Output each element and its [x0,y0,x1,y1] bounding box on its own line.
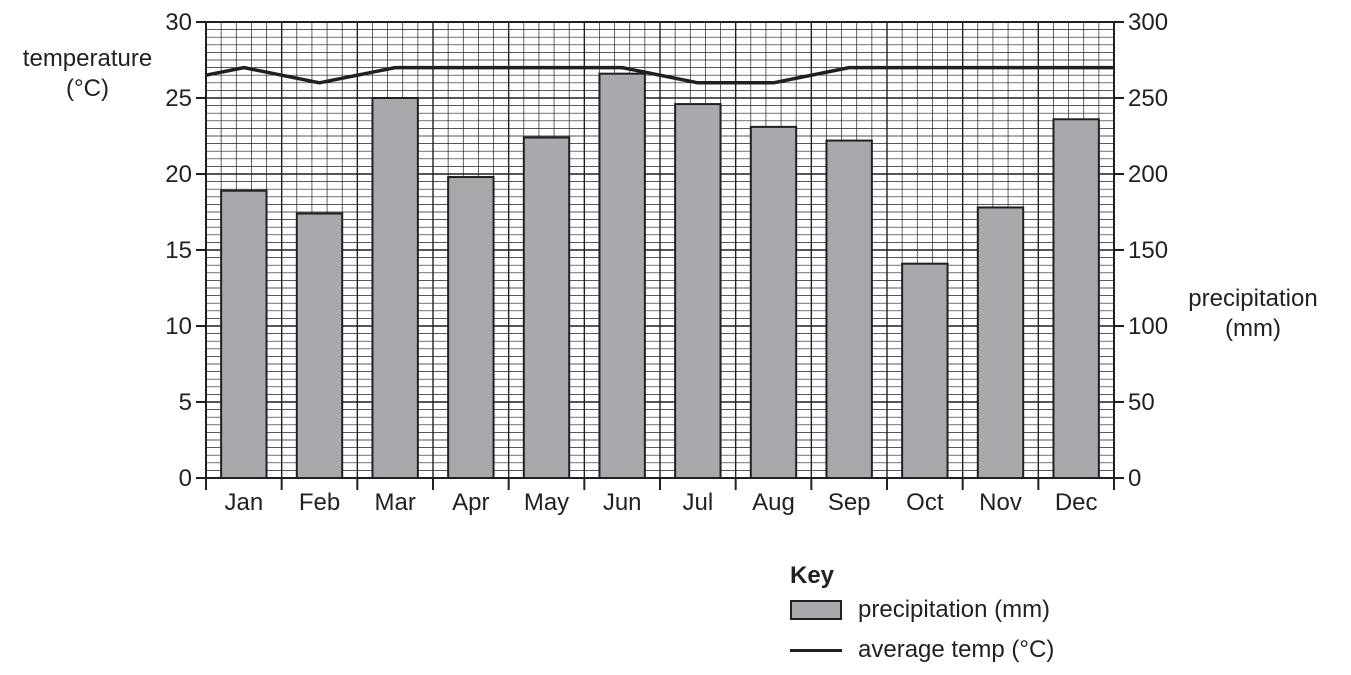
legend-label-temperature: average temp (°C) [858,636,1055,663]
chart-legend: Key precipitation (mm) average temp (°C) [790,562,1054,670]
x-tick-label-mar: Mar [374,489,415,516]
legend-swatch-bar [790,600,842,620]
y-left-tick-label: 25 [165,85,192,112]
y-right-tick-label: 0 [1128,465,1141,492]
x-tick-label-nov: Nov [979,489,1022,516]
bar-apr [447,176,495,479]
bar-sep [825,139,873,479]
y-left-tick-label: 0 [179,465,192,492]
y-right-tick-label: 200 [1128,161,1168,188]
legend-title: Key [790,562,835,589]
x-tick-label-oct: Oct [906,489,944,516]
bar-dec [1052,118,1100,479]
temperature-line [205,65,1114,85]
x-tick-label-aug: Aug [752,489,795,516]
x-tick-label-jul: Jul [682,489,713,516]
bar-aug [749,125,798,479]
x-tick-label-may: May [524,489,569,516]
bar-jun [598,72,646,480]
y-right-tick-label: 50 [1128,389,1155,416]
y-left-tick-label: 15 [165,237,192,264]
legend-label-precipitation: precipitation (mm) [858,596,1051,623]
legend-item-precipitation: precipitation (mm) [790,590,1054,630]
x-tick-label-dec: Dec [1055,489,1098,516]
y-axis-left-title-line1: temperature [22,45,153,72]
y-right-tick-label: 300 [1128,9,1168,36]
bar-jan [220,189,268,479]
y-left-tick-label: 10 [165,313,192,340]
y-left-tick-label: 30 [165,9,192,36]
bar-jul [674,103,722,480]
y-axis-left-title: temperature (°C) [0,44,175,104]
bar-mar [371,97,419,479]
precipitation-bars [220,72,1100,480]
x-tick-label-jan: Jan [224,489,263,516]
y-left-tick-label: 20 [165,161,192,188]
x-tick-label-sep: Sep [828,489,871,516]
bar-nov [976,206,1025,479]
y-axis-left-title-line2: (°C) [66,75,109,102]
y-right-tick-label: 100 [1128,313,1168,340]
y-right-tick-label: 150 [1128,237,1168,264]
bar-oct [901,262,949,479]
y-right-tick-label: 250 [1128,85,1168,112]
bar-may [522,136,571,480]
y-axis-right-title-line2: (mm) [1225,315,1281,342]
bar-feb [295,212,344,480]
legend-item-temperature: average temp (°C) [790,630,1054,670]
y-axis-right-title-line1: precipitation [1188,285,1318,312]
y-left-tick-label: 5 [179,389,192,416]
legend-swatch-line [790,648,842,652]
x-tick-label-feb: Feb [299,489,340,516]
x-tick-label-jun: Jun [603,489,642,516]
temperature-line-group [205,65,1114,85]
x-tick-label-apr: Apr [452,489,489,516]
y-axis-right-title: precipitation (mm) [1168,284,1338,344]
